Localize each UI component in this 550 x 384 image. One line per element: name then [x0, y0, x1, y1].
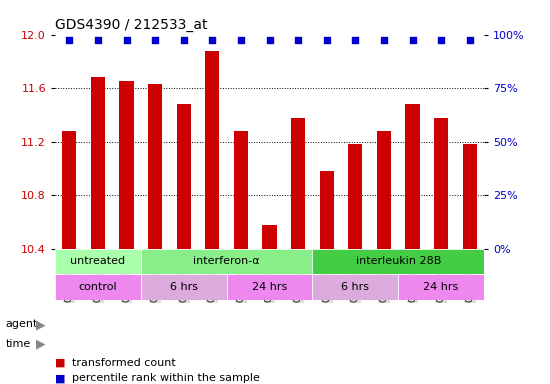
- FancyBboxPatch shape: [55, 274, 141, 300]
- Bar: [119, 81, 134, 249]
- Text: interleukin 28B: interleukin 28B: [355, 257, 441, 266]
- Bar: [291, 118, 305, 249]
- Text: 24 hrs: 24 hrs: [424, 282, 459, 292]
- Bar: [62, 131, 76, 249]
- Point: [408, 37, 417, 43]
- FancyBboxPatch shape: [398, 274, 484, 300]
- Bar: [234, 131, 248, 249]
- Text: 6 hrs: 6 hrs: [170, 282, 197, 292]
- Bar: [262, 225, 277, 249]
- Bar: [377, 131, 391, 249]
- Point: [208, 37, 217, 43]
- Point: [65, 37, 74, 43]
- Point: [294, 37, 302, 43]
- Point: [379, 37, 388, 43]
- FancyBboxPatch shape: [55, 249, 141, 274]
- Text: interferon-α: interferon-α: [193, 257, 260, 266]
- Point: [437, 37, 446, 43]
- Bar: [405, 104, 420, 249]
- Point: [351, 37, 360, 43]
- Point: [322, 37, 331, 43]
- Bar: [148, 84, 162, 249]
- Text: GDS4390 / 212533_at: GDS4390 / 212533_at: [55, 18, 207, 32]
- Text: ■: ■: [55, 373, 65, 383]
- Point: [236, 37, 245, 43]
- Bar: [434, 118, 448, 249]
- Text: ▶: ▶: [36, 337, 45, 350]
- Point: [94, 37, 102, 43]
- FancyBboxPatch shape: [141, 249, 312, 274]
- Bar: [320, 171, 334, 249]
- Bar: [348, 144, 362, 249]
- Text: time: time: [6, 339, 31, 349]
- Text: 24 hrs: 24 hrs: [252, 282, 287, 292]
- Bar: [91, 78, 105, 249]
- Text: transformed count: transformed count: [72, 358, 175, 368]
- FancyBboxPatch shape: [227, 274, 312, 300]
- Point: [179, 37, 188, 43]
- Text: percentile rank within the sample: percentile rank within the sample: [72, 373, 260, 383]
- Text: ■: ■: [55, 358, 65, 368]
- Text: ▶: ▶: [36, 318, 45, 331]
- FancyBboxPatch shape: [141, 274, 227, 300]
- FancyBboxPatch shape: [312, 249, 484, 274]
- Bar: [177, 104, 191, 249]
- Bar: [205, 51, 219, 249]
- Point: [265, 37, 274, 43]
- Point: [122, 37, 131, 43]
- Point: [151, 37, 160, 43]
- Text: control: control: [79, 282, 117, 292]
- FancyBboxPatch shape: [312, 274, 398, 300]
- Text: 6 hrs: 6 hrs: [342, 282, 369, 292]
- Text: agent: agent: [6, 319, 38, 329]
- Text: untreated: untreated: [70, 257, 125, 266]
- Bar: [463, 144, 477, 249]
- Point: [465, 37, 474, 43]
